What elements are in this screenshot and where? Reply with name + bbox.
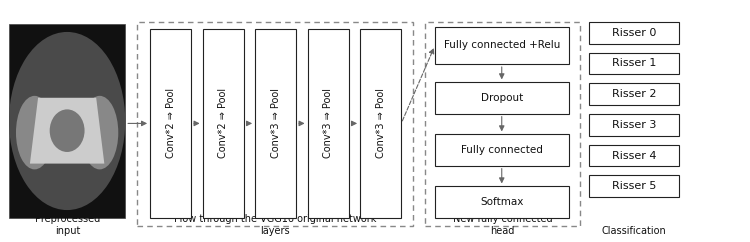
FancyBboxPatch shape bbox=[202, 29, 244, 218]
FancyBboxPatch shape bbox=[589, 145, 679, 166]
FancyBboxPatch shape bbox=[435, 186, 568, 218]
FancyBboxPatch shape bbox=[589, 83, 679, 105]
Text: Conv*3 ⇒ Pool: Conv*3 ⇒ Pool bbox=[376, 88, 386, 159]
Text: Dropout: Dropout bbox=[481, 93, 523, 103]
Text: Softmax: Softmax bbox=[480, 197, 524, 207]
Text: Conv*2 ⇒ Pool: Conv*2 ⇒ Pool bbox=[166, 88, 176, 159]
FancyBboxPatch shape bbox=[435, 82, 568, 114]
FancyBboxPatch shape bbox=[435, 134, 568, 166]
FancyBboxPatch shape bbox=[360, 29, 401, 218]
FancyBboxPatch shape bbox=[589, 53, 679, 74]
Text: Risser 4: Risser 4 bbox=[611, 151, 656, 161]
Polygon shape bbox=[30, 98, 104, 164]
FancyBboxPatch shape bbox=[589, 175, 679, 197]
Text: Risser 0: Risser 0 bbox=[611, 28, 656, 38]
Text: Risser 5: Risser 5 bbox=[611, 181, 656, 191]
Text: Fully connected +Relu: Fully connected +Relu bbox=[443, 40, 560, 50]
FancyBboxPatch shape bbox=[589, 22, 679, 44]
FancyBboxPatch shape bbox=[308, 29, 349, 218]
FancyBboxPatch shape bbox=[589, 114, 679, 136]
Ellipse shape bbox=[16, 96, 53, 169]
Text: Classification: Classification bbox=[602, 226, 666, 236]
FancyBboxPatch shape bbox=[255, 29, 296, 218]
Text: Conv*3 ⇒ Pool: Conv*3 ⇒ Pool bbox=[271, 88, 280, 159]
Ellipse shape bbox=[9, 32, 125, 210]
Text: Fully connected: Fully connected bbox=[460, 145, 543, 155]
Text: Risser 1: Risser 1 bbox=[611, 58, 656, 68]
Text: Conv*2 ⇒ Pool: Conv*2 ⇒ Pool bbox=[218, 88, 228, 159]
FancyBboxPatch shape bbox=[150, 29, 191, 218]
Text: Conv*3 ⇒ Pool: Conv*3 ⇒ Pool bbox=[323, 88, 333, 159]
Ellipse shape bbox=[50, 109, 85, 152]
FancyBboxPatch shape bbox=[435, 27, 568, 64]
FancyBboxPatch shape bbox=[9, 24, 125, 218]
Text: Preprocessed
input: Preprocessed input bbox=[34, 214, 100, 236]
Text: Flow through the VGG16 original network
layers: Flow through the VGG16 original network … bbox=[174, 214, 376, 236]
Text: Risser 2: Risser 2 bbox=[611, 89, 656, 99]
Ellipse shape bbox=[81, 96, 118, 169]
Text: New fully connected
head: New fully connected head bbox=[453, 214, 552, 236]
Text: Risser 3: Risser 3 bbox=[611, 120, 656, 130]
